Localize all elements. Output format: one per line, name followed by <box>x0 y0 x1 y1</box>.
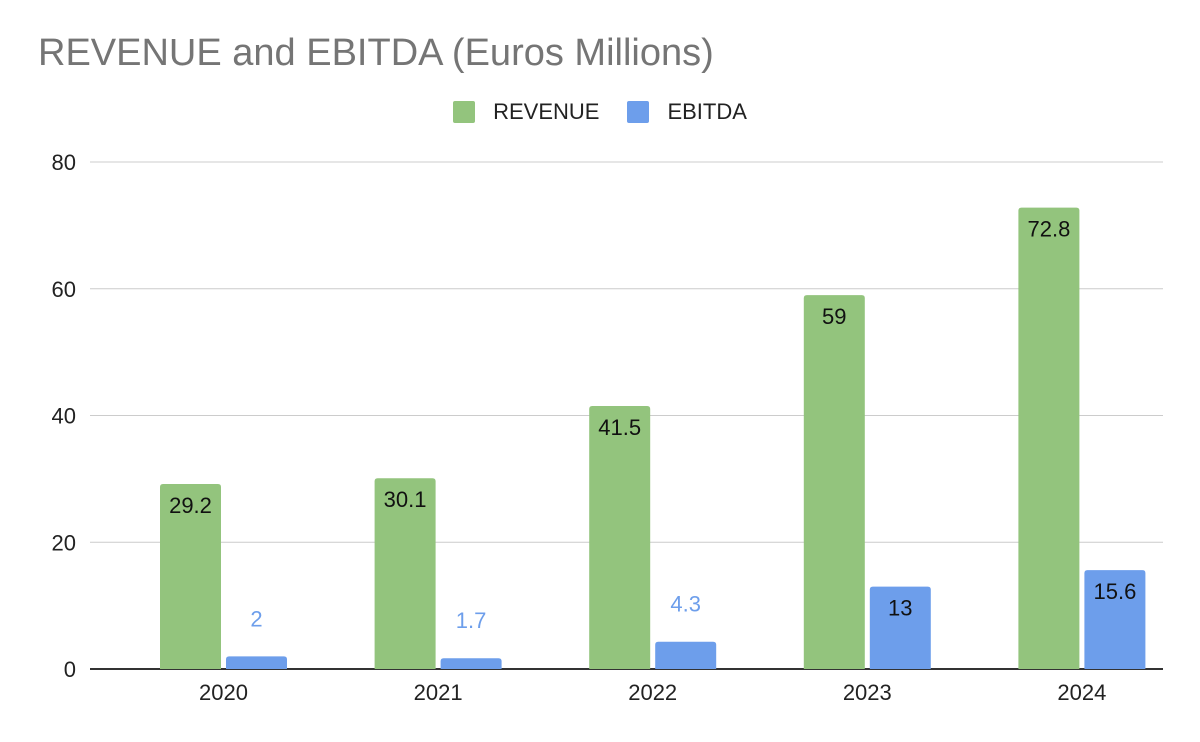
bar-revenue-2023 <box>803 295 865 669</box>
legend-label-revenue: REVENUE <box>493 99 600 124</box>
legend-swatch-ebitda <box>627 101 650 123</box>
x-tick-label: 2021 <box>414 680 463 705</box>
bar-ebitda-2024 <box>1084 570 1146 669</box>
chart-title: REVENUE and EBITDA (Euros Millions) <box>38 32 714 74</box>
data-label-ebitda: 2 <box>250 606 262 631</box>
y-tick-label: 20 <box>52 530 76 555</box>
data-label-ebitda: 4.3 <box>670 592 701 617</box>
bar-ebitda-2022 <box>655 641 717 669</box>
legend-item-ebitda[interactable]: EBITDA <box>627 99 747 125</box>
data-label-ebitda: 15.6 <box>1093 579 1136 604</box>
x-tick-label: 2023 <box>843 680 892 705</box>
data-label-ebitda: 1.7 <box>456 608 487 633</box>
bar-ebitda-2020 <box>226 656 287 669</box>
bar-revenue-2022 <box>589 405 651 669</box>
bar-revenue-2020 <box>160 483 221 669</box>
data-label-revenue: 30.1 <box>384 487 427 512</box>
x-tick-label: 2024 <box>1057 680 1106 705</box>
y-tick-label: 60 <box>52 277 76 302</box>
data-label-ebitda: 13 <box>888 596 912 621</box>
legend: REVENUE EBITDA <box>0 99 1200 125</box>
y-tick-label: 40 <box>52 404 76 429</box>
bar-ebitda-2021 <box>440 658 502 669</box>
x-tick-label: 2020 <box>199 680 248 705</box>
data-label-revenue: 72.8 <box>1027 217 1070 242</box>
legend-item-revenue[interactable]: REVENUE <box>453 99 599 125</box>
data-label-revenue: 29.2 <box>169 493 212 518</box>
legend-label-ebitda: EBITDA <box>667 99 747 124</box>
bar-revenue-2024 <box>1018 207 1080 669</box>
data-label-revenue: 41.5 <box>598 415 641 440</box>
data-label-revenue: 59 <box>822 304 846 329</box>
bar-ebitda-2023 <box>869 586 931 669</box>
legend-swatch-revenue <box>453 101 476 123</box>
x-tick-label: 2022 <box>628 680 677 705</box>
y-tick-label: 80 <box>52 150 76 175</box>
bar-revenue-2021 <box>374 478 436 669</box>
y-tick-label: 0 <box>64 657 76 682</box>
